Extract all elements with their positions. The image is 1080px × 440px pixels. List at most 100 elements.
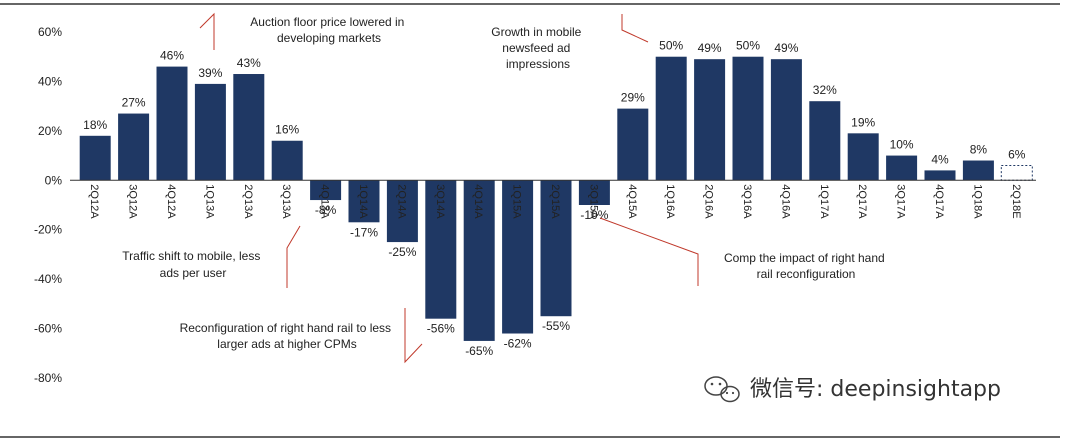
x-tick-label-2Q17A: 2Q17A [856, 184, 868, 219]
value-label-1Q14A: -17% [350, 225, 378, 239]
bar-1Q16A [655, 56, 687, 181]
value-label-2Q16A: 49% [698, 41, 722, 55]
value-label-2Q18E: 6% [1008, 147, 1026, 161]
bar-4Q13A [310, 180, 342, 201]
value-label-1Q16A: 50% [659, 39, 683, 53]
y-tick-label: 20% [38, 124, 62, 138]
x-tick-label-3Q16A: 3Q16A [741, 184, 753, 219]
y-tick-label: 0% [45, 173, 63, 187]
wechat-icon [704, 376, 740, 403]
x-tick-label-3Q17A: 3Q17A [895, 184, 907, 219]
y-tick-label: -20% [34, 223, 62, 237]
bar-3Q17A [886, 155, 918, 181]
value-label-3Q12A: 27% [122, 96, 146, 110]
bar-3Q15A [578, 180, 610, 205]
reconfig-annotation-line [404, 308, 423, 364]
bar-1Q14A [348, 180, 380, 223]
bar-1Q18A [962, 160, 994, 181]
bar-4Q14A [463, 180, 495, 341]
comp-annotation-line2: rail reconfiguration [757, 267, 856, 281]
x-tick-label-2Q18E: 2Q18E [1010, 184, 1022, 218]
value-label-3Q17A: 10% [890, 138, 914, 152]
x-tick-labels: 2Q12A 3Q12A 4Q12A 1Q13A 2Q13A 3Q13A 4Q13A 1Q14A… [88, 184, 1022, 219]
traffic-annotation-line [286, 225, 301, 288]
mobile-growth-annotation: Growth in mobile newsfeed ad impressions [491, 25, 584, 71]
bar-3Q16A [732, 56, 764, 181]
x-tick-label-2Q13A: 2Q13A [242, 184, 254, 219]
bar-2Q14A [386, 180, 418, 243]
value-label-4Q15A: 29% [621, 91, 645, 105]
value-label-4Q17A: 4% [931, 152, 949, 166]
y-tick-label: 60% [38, 25, 62, 39]
x-tick-label-2Q12A: 2Q12A [88, 184, 100, 219]
bar-1Q13A [194, 83, 226, 181]
y-tick-label: -40% [34, 272, 62, 286]
auction-annotation-line [199, 12, 215, 50]
value-label-4Q13A: -8% [315, 203, 337, 217]
reconfig-annotation: Reconfiguration of right hand rail to le… [180, 321, 395, 351]
y-tick-label: 40% [38, 74, 62, 88]
value-label-3Q13A: 16% [275, 123, 299, 137]
bar-3Q12A [118, 113, 150, 181]
bar-2Q16A [694, 59, 726, 181]
mobile-growth-annotation-line3: impressions [506, 57, 570, 71]
value-label-1Q13A: 39% [198, 66, 222, 80]
bar-2Q13A [233, 74, 265, 181]
bar-1Q17A [809, 101, 841, 181]
mobile-growth-annotation-line1: Growth in mobile [491, 25, 581, 39]
x-tick-label-4Q15A: 4Q15A [626, 184, 638, 219]
value-label-1Q15A: -62% [504, 337, 532, 351]
value-label-4Q12A: 46% [160, 49, 184, 63]
auction-annotation-line2: developing markets [277, 31, 381, 45]
annotation-lines [199, 12, 699, 364]
value-label-4Q16A: 49% [774, 41, 798, 55]
value-label-2Q17A: 19% [851, 115, 875, 129]
mobile-growth-annotation-line2: newsfeed ad [502, 41, 570, 55]
bar-4Q17A [924, 170, 956, 181]
traffic-annotation-line2: ads per user [160, 266, 227, 280]
bar-2Q17A [847, 133, 879, 181]
value-label-3Q14A: -56% [427, 322, 455, 336]
bar-2Q12A [79, 135, 111, 181]
value-labels: 18% 27% 46% 39% 43% 16% -8% -17% -25% -56% -65% -62… [83, 39, 1026, 358]
x-tick-label-2Q15A: 2Q15A [549, 184, 561, 219]
x-tick-label-1Q15A: 1Q15A [511, 184, 523, 219]
x-tick-label-4Q17A: 4Q17A [933, 184, 945, 219]
x-tick-label-4Q14A: 4Q14A [472, 184, 484, 219]
x-tick-label-3Q14A: 3Q14A [434, 184, 446, 219]
x-tick-label-3Q12A: 3Q12A [127, 184, 139, 219]
x-tick-label-4Q12A: 4Q12A [165, 184, 177, 219]
x-tick-label-2Q16A: 2Q16A [703, 184, 715, 219]
bar-4Q12A [156, 66, 188, 181]
comp-annotation-line [599, 217, 699, 286]
traffic-annotation: Traffic shift to mobile, less ads per us… [122, 249, 263, 280]
y-tick-label: -80% [34, 371, 62, 385]
reconfig-annotation-line1: Reconfiguration of right hand rail to le… [180, 321, 391, 335]
value-label-2Q13A: 43% [237, 56, 261, 70]
traffic-annotation-line1: Traffic shift to mobile, less [122, 249, 260, 263]
x-tick-label-3Q13A: 3Q13A [280, 184, 292, 219]
value-label-1Q17A: 32% [813, 83, 837, 97]
bar-2Q15A [540, 180, 572, 317]
value-label-2Q14A: -25% [388, 245, 416, 259]
x-tick-label-1Q14A: 1Q14A [357, 184, 369, 219]
value-label-3Q16A: 50% [736, 39, 760, 53]
x-tick-label-1Q16A: 1Q16A [664, 184, 676, 219]
x-tick-label-3Q15A: 3Q15A [587, 184, 599, 219]
value-label-2Q12A: 18% [83, 118, 107, 132]
x-tick-label-1Q17A: 1Q17A [818, 184, 830, 219]
reconfig-annotation-line2: larger ads at higher CPMs [217, 337, 356, 351]
x-tick-label-2Q14A: 2Q14A [395, 184, 407, 219]
value-label-1Q18A: 8% [970, 143, 988, 157]
x-tick-label-1Q18A: 1Q18A [971, 184, 983, 219]
watermark: 微信号: deepinsightapp [704, 376, 1001, 403]
bars [79, 56, 1033, 341]
bar-2Q18E [1000, 164, 1033, 181]
auction-annotation-line1: Auction floor price lowered in [250, 15, 404, 29]
y-tick-label: -60% [34, 322, 62, 336]
comp-annotation: Comp the impact of right hand rail recon… [724, 251, 888, 281]
x-tick-label-4Q16A: 4Q16A [779, 184, 791, 219]
y-axis: 60% 40% 20% 0% -20% -40% -60% -80% [34, 25, 62, 385]
bar-1Q15A [502, 180, 534, 334]
